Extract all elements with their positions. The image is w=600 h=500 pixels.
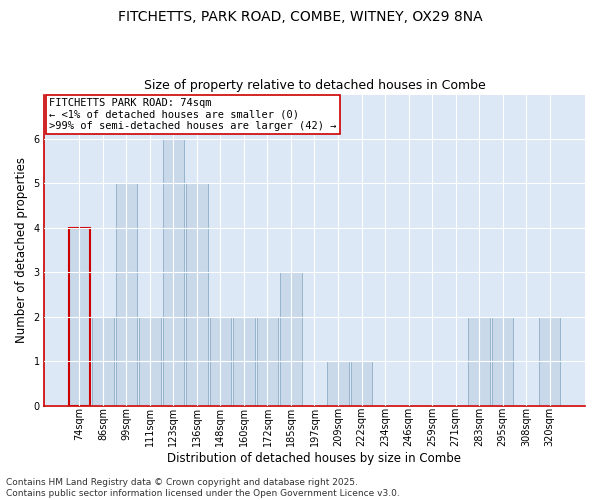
Y-axis label: Number of detached properties: Number of detached properties (15, 157, 28, 343)
Bar (257, 316, 278, 406)
Bar (539, 316, 560, 406)
Bar (186, 184, 208, 406)
Bar (468, 316, 490, 406)
X-axis label: Distribution of detached houses by size in Combe: Distribution of detached houses by size … (167, 452, 461, 465)
Bar (139, 316, 161, 406)
Bar (280, 272, 302, 406)
Bar (116, 184, 137, 406)
Text: FITCHETTS PARK ROAD: 74sqm
← <1% of detached houses are smaller (0)
>99% of semi: FITCHETTS PARK ROAD: 74sqm ← <1% of deta… (49, 98, 337, 131)
Bar (233, 316, 255, 406)
Bar (350, 361, 373, 406)
Title: Size of property relative to detached houses in Combe: Size of property relative to detached ho… (143, 79, 485, 92)
Bar (209, 316, 231, 406)
Bar (68, 228, 90, 406)
Bar (327, 361, 349, 406)
Bar (92, 316, 114, 406)
Bar (492, 316, 514, 406)
Text: FITCHETTS, PARK ROAD, COMBE, WITNEY, OX29 8NA: FITCHETTS, PARK ROAD, COMBE, WITNEY, OX2… (118, 10, 482, 24)
Text: Contains HM Land Registry data © Crown copyright and database right 2025.
Contai: Contains HM Land Registry data © Crown c… (6, 478, 400, 498)
Bar (163, 139, 184, 406)
